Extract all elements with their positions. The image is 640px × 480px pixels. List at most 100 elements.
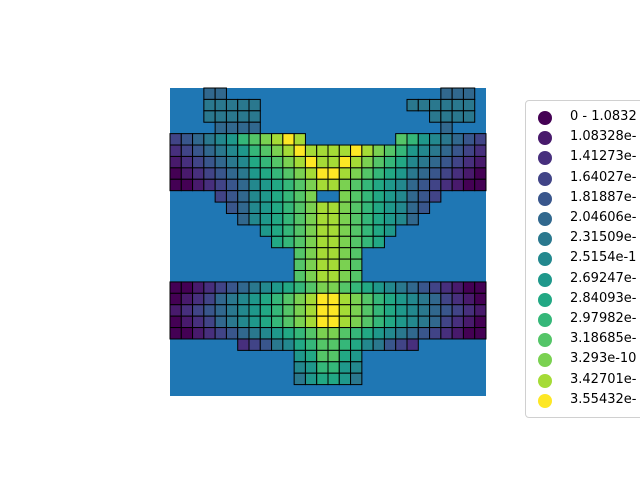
legend-swatch-icon	[538, 212, 552, 226]
heatmap-cell	[372, 212, 385, 226]
heatmap-cell	[417, 178, 431, 192]
heatmap-cell	[316, 167, 329, 180]
heatmap-cell	[462, 327, 476, 340]
heatmap-cell	[316, 270, 329, 283]
heatmap-cell	[203, 98, 216, 112]
heatmap-cell	[372, 315, 385, 329]
heatmap-cell	[361, 281, 374, 294]
heatmap-cell	[180, 155, 194, 169]
heatmap-cell	[417, 315, 431, 329]
heatmap-cell	[271, 167, 284, 180]
heatmap-cell	[440, 155, 453, 169]
heatmap-cell	[316, 338, 329, 351]
heatmap-cell	[327, 201, 340, 214]
heatmap-cell	[406, 327, 419, 340]
heatmap-cell	[395, 315, 408, 329]
heatmap-cell	[350, 292, 363, 306]
heatmap-cell	[327, 304, 340, 317]
heatmap-cell	[451, 110, 464, 123]
heatmap-cell	[248, 292, 261, 306]
heatmap-cell	[440, 281, 453, 294]
legend-label: 1.08328e-	[570, 129, 637, 145]
legend-label: 1.41273e-	[570, 149, 637, 165]
heatmap-cell	[462, 167, 476, 180]
heatmap-cell	[237, 292, 250, 306]
heatmap-cell	[361, 201, 374, 214]
legend-label: 3.18685e-	[570, 331, 637, 347]
heatmap-cell	[350, 212, 363, 226]
heatmap-cell	[372, 327, 385, 340]
heatmap-cell	[293, 133, 306, 146]
heatmap-cell	[474, 327, 487, 340]
heatmap-cell	[440, 167, 453, 180]
heatmap-cell	[372, 144, 385, 157]
heatmap-cell	[361, 338, 374, 351]
heatmap-cell	[180, 167, 194, 180]
heatmap-cell	[203, 87, 216, 100]
heatmap-cell	[203, 292, 216, 306]
heatmap-cell	[372, 338, 385, 351]
heatmap-cell	[248, 178, 261, 192]
heatmap-cell	[248, 144, 261, 157]
heatmap-cell	[192, 155, 205, 169]
heatmap-cell	[350, 247, 363, 260]
heatmap-cell	[338, 224, 352, 237]
heatmap-cell	[282, 212, 295, 226]
heatmap-cell	[316, 349, 329, 363]
heatmap-cell	[169, 315, 182, 329]
heatmap-cell	[474, 167, 487, 180]
heatmap-cell	[282, 133, 295, 146]
heatmap-cell	[192, 327, 205, 340]
heatmap-cell	[429, 155, 442, 169]
heatmap-cell	[395, 304, 408, 317]
heatmap-cell	[214, 121, 227, 135]
heatmap-cell	[237, 212, 250, 226]
heatmap-cell	[304, 167, 318, 180]
heatmap-cell	[327, 372, 340, 386]
heatmap-cell	[180, 315, 194, 329]
heatmap-cell	[361, 327, 374, 340]
heatmap-cell	[338, 372, 352, 386]
heatmap-cell	[271, 338, 284, 351]
heatmap-cell	[451, 133, 464, 146]
heatmap-cell	[338, 270, 352, 283]
heatmap-cell	[293, 167, 306, 180]
heatmap-cell	[417, 133, 431, 146]
heatmap-cell	[417, 98, 431, 112]
heatmap-cell	[169, 133, 182, 146]
heatmap-cell	[271, 133, 284, 146]
heatmap-cell	[225, 167, 239, 180]
heatmap-cell	[293, 349, 306, 363]
heatmap-cell	[327, 144, 340, 157]
legend-label: 2.84093e-	[570, 290, 637, 306]
heatmap-cell	[327, 247, 340, 260]
heatmap-cell	[316, 178, 329, 192]
heatmap-cell	[237, 110, 250, 123]
heatmap-cell	[192, 281, 205, 294]
heatmap-cell	[259, 190, 273, 203]
heatmap-cell	[271, 281, 284, 294]
heatmap-cell	[293, 372, 306, 386]
heatmap-cell	[361, 167, 374, 180]
heatmap-cell	[327, 281, 340, 294]
heatmap-cell	[406, 167, 419, 180]
heatmap-cell	[474, 178, 487, 192]
legend-label: 2.69247e-	[570, 270, 637, 286]
legend-entry: 1.64027e-	[526, 169, 640, 189]
heatmap-cell	[338, 235, 352, 249]
heatmap-cell	[282, 304, 295, 317]
heatmap-cell	[282, 315, 295, 329]
heatmap-cell	[383, 304, 397, 317]
heatmap-cell	[180, 327, 194, 340]
heatmap-cell	[361, 190, 374, 203]
heatmap-cell	[350, 372, 363, 386]
legend-entry: 2.97982e-	[526, 310, 640, 330]
heatmap-cell	[282, 327, 295, 340]
heatmap-cell	[372, 167, 385, 180]
heatmap-cell	[316, 327, 329, 340]
heatmap-cell	[237, 190, 250, 203]
heatmap-cell	[304, 212, 318, 226]
heatmap-cell	[327, 235, 340, 249]
heatmap-cell	[417, 155, 431, 169]
heatmap-cell	[383, 224, 397, 237]
